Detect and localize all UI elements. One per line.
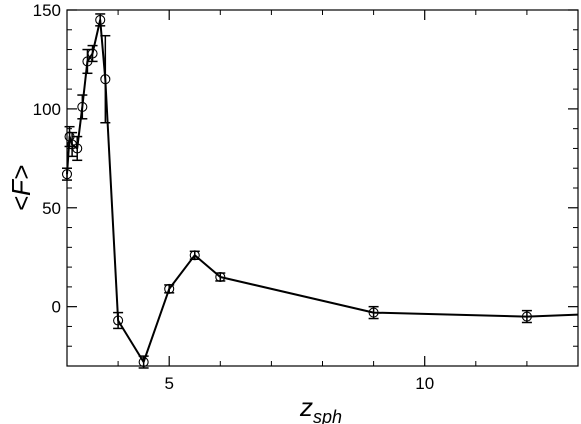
data-point	[113, 315, 124, 326]
data-point	[61, 169, 73, 180]
plot-frame	[66, 9, 579, 367]
x-tick-label: 10	[415, 374, 434, 393]
x-tick-label: 5	[164, 374, 173, 393]
y-tick-label: 50	[42, 199, 61, 218]
data-point	[82, 56, 93, 67]
data-point	[138, 356, 149, 368]
data-point	[87, 48, 98, 59]
axis-ticks	[66, 9, 579, 367]
data-points	[61, 14, 532, 368]
x-axis-label-main: z	[299, 392, 313, 422]
y-tick-label: 150	[33, 1, 61, 20]
y-tick-label: 100	[33, 100, 61, 119]
data-point	[72, 143, 83, 154]
plot-area	[61, 13, 579, 369]
series-line	[66, 18, 579, 363]
data-point	[215, 271, 226, 283]
data-point	[368, 307, 379, 318]
data-point	[521, 311, 532, 322]
data-point	[189, 250, 200, 261]
y-tick-label: 0	[52, 298, 61, 317]
data-point	[100, 74, 111, 85]
y-axis-label: <F>	[6, 165, 36, 211]
x-axis-label-sub: sph	[313, 407, 342, 424]
x-axis-label: zsph	[299, 392, 342, 424]
data-point	[95, 14, 106, 25]
data-point	[164, 283, 175, 294]
data-point	[77, 101, 88, 112]
